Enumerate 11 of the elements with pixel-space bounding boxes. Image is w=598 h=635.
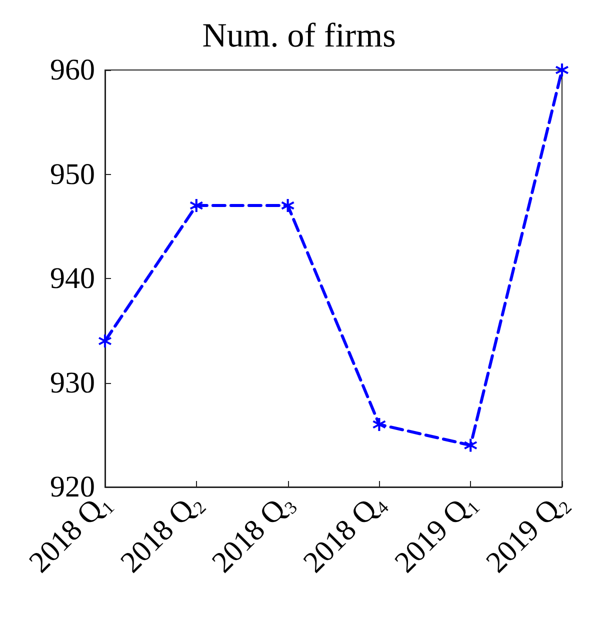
point [281, 199, 294, 212]
y-tick-label: 930 [50, 366, 95, 400]
point [464, 438, 478, 452]
chart-title: Num. of firms [202, 18, 396, 54]
point [556, 64, 568, 76]
point [190, 199, 203, 212]
point [98, 334, 112, 348]
y-tick-label: 960 [50, 54, 95, 86]
point [372, 418, 386, 431]
y-tick-label: 950 [50, 158, 95, 191]
y-tick-label: 940 [50, 262, 95, 295]
